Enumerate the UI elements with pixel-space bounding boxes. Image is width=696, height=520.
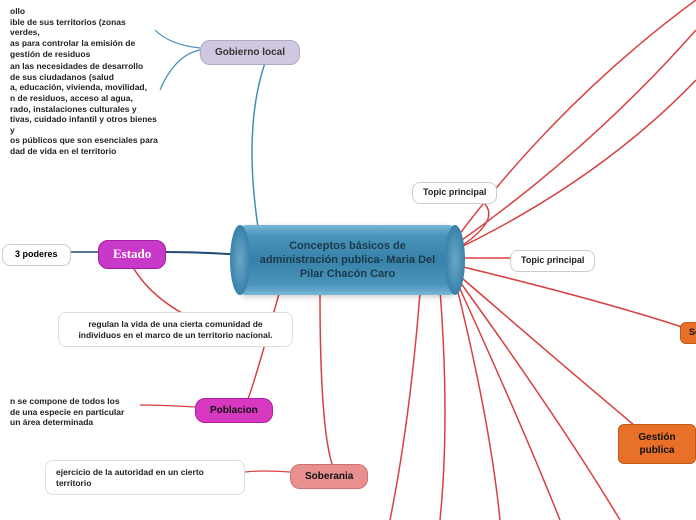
node-soberania-desc: ejercicio de la autoridad en un cierto t… xyxy=(45,460,245,495)
gobierno-label: Gobierno local xyxy=(215,46,285,59)
central-label: Conceptos básicos de administración publ… xyxy=(248,239,447,282)
gestion-label: Gestión publica xyxy=(631,431,683,457)
poblacion-label: Poblacion xyxy=(210,404,258,417)
topic1-label: Topic principal xyxy=(423,187,486,199)
node-poblacion-desc: n se compone de todos los de una especie… xyxy=(0,390,140,434)
regulan-label: regulan la vida de una cierta comunidad … xyxy=(69,319,282,340)
gov-text-2: an las necesidades de desarrollo de sus … xyxy=(10,61,160,157)
node-gov-text-2: an las necesidades de desarrollo de sus … xyxy=(0,55,170,163)
servicio-label: Se xyxy=(689,327,696,339)
topic2-label: Topic principal xyxy=(521,255,584,267)
pobdesc-label: n se compone de todos los de una especie… xyxy=(10,396,130,428)
estado-label: Estado xyxy=(113,246,151,263)
central-topic[interactable]: Conceptos básicos de administración publ… xyxy=(240,225,455,295)
node-estado[interactable]: Estado xyxy=(98,240,166,269)
node-topic-1[interactable]: Topic principal xyxy=(412,182,497,204)
node-poblacion[interactable]: Poblacion xyxy=(195,398,273,423)
gov-text-1: ollo ible de sus territorios (zonas verd… xyxy=(10,6,150,59)
node-topic-2[interactable]: Topic principal xyxy=(510,250,595,272)
node-regulan: regulan la vida de una cierta comunidad … xyxy=(58,312,293,347)
sobdesc-label: ejercicio de la autoridad en un cierto t… xyxy=(56,467,234,488)
mindmap-canvas: Conceptos básicos de administración publ… xyxy=(0,0,696,520)
node-gobierno-local[interactable]: Gobierno local xyxy=(200,40,300,65)
node-soberania[interactable]: Soberania xyxy=(290,464,368,489)
node-3-poderes[interactable]: 3 poderes xyxy=(2,244,71,266)
soberania-label: Soberania xyxy=(305,470,353,483)
node-gestion-publica[interactable]: Gestión publica xyxy=(618,424,696,464)
tresp-label: 3 poderes xyxy=(15,249,58,261)
node-servicio[interactable]: Se xyxy=(680,322,696,344)
